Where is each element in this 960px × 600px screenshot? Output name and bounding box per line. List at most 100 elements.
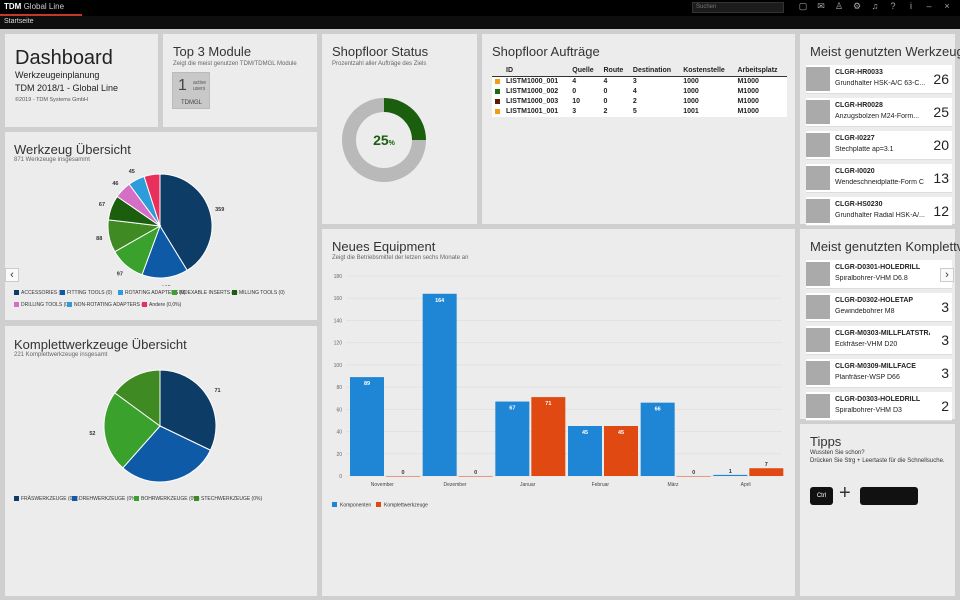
legend-item[interactable]: FRÄSWERKZEUGE (0%): [14, 496, 79, 502]
werkzeug-slice[interactable]: [143, 173, 161, 227]
bar-value-label: 67: [509, 406, 515, 412]
bar-komplettwerkzeuge[interactable]: [604, 426, 638, 476]
legend-item[interactable]: BOHRWERKZEUGE (0%): [134, 496, 200, 502]
werkzeug-label: 88: [96, 236, 102, 242]
list-item[interactable]: CLGR-D0301-HOLEDRILL Spiralbohrer-VHM D6…: [806, 260, 952, 289]
bar-komponenten[interactable]: [568, 426, 602, 476]
next-arrow-icon[interactable]: ›: [940, 268, 954, 282]
help-icon[interactable]: ?: [890, 1, 896, 11]
list-item[interactable]: CLGR-I0227 Stechplatte ap=3.1 20: [806, 131, 952, 160]
list-item[interactable]: CLGR-M0309-MILLFACE Planfräser-WSP D66 3: [806, 359, 952, 388]
list-item[interactable]: CLGR-D0302-HOLETAP Gewindebohrer M8 3: [806, 293, 952, 322]
shopfloor-donut: 25%: [342, 98, 426, 182]
tool-thumbnail: [806, 166, 830, 190]
table-row[interactable]: LISTM1000_003 10 0 2 1000 M1000: [492, 96, 787, 107]
col-quelle[interactable]: Quelle: [569, 65, 601, 77]
bar-komponenten[interactable]: [350, 377, 384, 476]
col-kostenstelle[interactable]: Kostenstelle: [680, 65, 735, 77]
top-bar: TDM Global Line Suchen ▢ ✉ ♙ ⚙ ♫? i – ×: [0, 0, 960, 16]
list-item[interactable]: CLGR-HS0230 Grundhalter Radial HSK-A/...…: [806, 197, 952, 226]
col-route[interactable]: Route: [600, 65, 630, 77]
bar-komponenten[interactable]: [495, 401, 530, 476]
module-box[interactable]: 1 active users TDMGL: [172, 72, 210, 109]
tools-icon[interactable]: ⚙: [852, 1, 862, 11]
legend-item[interactable]: MILLING TOOLS (0): [232, 290, 285, 296]
bar-value-label: 71: [545, 401, 551, 407]
list-item[interactable]: CLGR-M0303-MILLFLATSTRAI... Eckfräser-VH…: [806, 326, 952, 355]
x-tick-label: Januar: [520, 482, 536, 488]
table-cell-dest: 3: [632, 78, 637, 86]
table-cell-quelle: 0: [572, 88, 577, 95]
col-destination[interactable]: Destination: [629, 65, 681, 77]
table-row[interactable]: LISTM1000_001 4 4 3 1000 M1000: [492, 76, 787, 87]
tool-code: CLGR-D0302-HOLETAP: [835, 297, 914, 304]
col-id[interactable]: ID: [503, 65, 570, 77]
minimize-icon[interactable]: –: [926, 1, 932, 11]
komplett-pie-chart: 71655233: [89, 368, 221, 483]
legend-label: DREHWERKZEUGE (0%): [79, 496, 138, 502]
legend-item[interactable]: INDEXABLE INSERTS (0): [172, 290, 238, 296]
info-icon[interactable]: i: [910, 1, 912, 11]
legend-item[interactable]: ACCESSORIES (0): [14, 290, 65, 296]
user-icon[interactable]: ♙: [834, 1, 844, 11]
list-item[interactable]: CLGR-I0020 Wendeschneidplatte-Form C 13: [806, 164, 952, 193]
legend-label[interactable]: Komponenten: [340, 503, 371, 509]
tool-code: CLGR-HR0033: [835, 69, 883, 76]
app-logo[interactable]: TDM Global Line: [4, 2, 65, 11]
tool-code: CLGR-M0309-MILLFACE: [835, 363, 916, 370]
search-input[interactable]: Suchen: [692, 2, 784, 13]
legend-label: Andere (0,0%): [149, 302, 182, 308]
status-square-icon: [495, 98, 500, 104]
legend-item[interactable]: ROTATING ADAPTERS (0): [118, 290, 186, 296]
legend-label[interactable]: Komplettwerkzeuge: [384, 503, 428, 509]
komplett-slice[interactable]: [114, 369, 161, 427]
bell-icon[interactable]: ♫: [871, 1, 879, 11]
legend-item[interactable]: NON-ROTATING ADAPTERS (0): [67, 302, 147, 308]
komplett-slice[interactable]: [159, 369, 217, 451]
close-icon[interactable]: ×: [944, 1, 950, 11]
bar-value-label: 89: [364, 381, 370, 387]
list-item[interactable]: CLGR-HR0033 Grundhalter HSK-A/C 63-C... …: [806, 65, 952, 94]
legend-item[interactable]: DRILLING TOOLS (0): [14, 302, 70, 308]
komplett-slice[interactable]: [103, 392, 161, 469]
breadcrumb[interactable]: Startseite: [0, 16, 960, 29]
table-cell-kst: 1001: [683, 108, 699, 115]
table-row[interactable]: LISTM1001_001 3 2 5 1001 M1000: [492, 106, 787, 117]
list-item[interactable]: CLGR-D0303-HOLEDRILL Spiralbohrer-VHM D3…: [806, 392, 952, 421]
tool-thumbnail: [806, 295, 830, 319]
legend-item[interactable]: Andere (0,0%): [142, 302, 181, 308]
komplett-slice[interactable]: [122, 425, 212, 483]
usage-count: 20: [933, 137, 949, 153]
document-icon[interactable]: ▢: [798, 1, 808, 11]
komplett-subtitle: 221 Komplettwerkzeuge insgesamt: [14, 352, 108, 358]
table-cell-ap: M1000: [737, 78, 759, 86]
tool-description: Anzugsbolzen M24-Form...: [835, 113, 920, 120]
legend-item[interactable]: FITTING TOOLS (0): [60, 290, 112, 296]
werkzeug-label: 67: [99, 202, 105, 208]
bar-komplettwerkzeuge[interactable]: [458, 476, 493, 477]
legend-label: STECHWERKZEUGE (0%): [201, 496, 263, 502]
legend-item[interactable]: DREHWERKZEUGE (0%): [72, 496, 137, 502]
usage-count: 2: [941, 398, 949, 414]
tipps-tile: [800, 424, 955, 596]
dashboard-tile: Dashboard Werkzeugeinplanung TDM 2018/1 …: [5, 34, 158, 127]
legend-swatch: [142, 302, 147, 308]
col-arbeitsplatz[interactable]: Arbeitsplatz: [734, 65, 787, 77]
table-row[interactable]: LISTM1000_002 0 0 4 1000 M1000: [492, 86, 787, 97]
bar-komponenten[interactable]: [422, 293, 457, 476]
legend-swatch: [232, 290, 237, 296]
bar-komponenten[interactable]: [640, 402, 675, 476]
bar-komplettwerkzeuge[interactable]: [749, 468, 784, 476]
bar-komplettwerkzeuge[interactable]: [531, 397, 566, 476]
bar-komplettwerkzeuge[interactable]: [676, 476, 711, 477]
bar-komplettwerkzeuge[interactable]: [386, 476, 420, 477]
werkzeug-slice[interactable]: [159, 173, 213, 272]
list-item[interactable]: CLGR-HR0028 Anzugsbolzen M24-Form... 25: [806, 98, 952, 127]
plus-sign: +: [839, 482, 851, 504]
chat-icon[interactable]: ✉: [817, 1, 825, 11]
legend-item[interactable]: STECHWERKZEUGE (0%): [194, 496, 262, 502]
tool-description: Wendeschneidplatte-Form C: [835, 179, 924, 186]
table-cell-route: 4: [603, 78, 608, 86]
bar-komponenten[interactable]: [713, 474, 748, 476]
prev-arrow-icon[interactable]: ‹: [5, 268, 19, 282]
